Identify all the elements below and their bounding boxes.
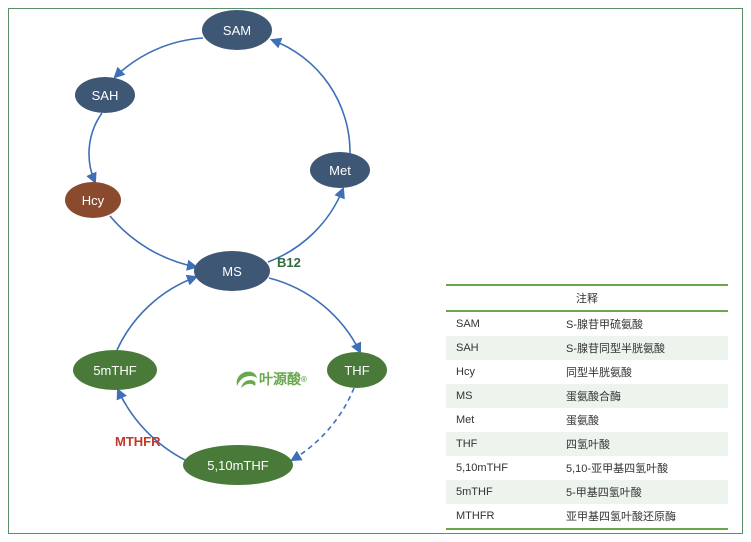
arrow-sah-hcy	[89, 113, 102, 182]
legend-key: 5mTHF	[446, 480, 556, 504]
legend-key: Met	[446, 408, 556, 432]
legend-key: Hcy	[446, 360, 556, 384]
node-510mthf: 5,10mTHF	[183, 445, 293, 485]
legend-value: S-腺苷同型半胱氨酸	[556, 336, 728, 360]
arrow-met-sam	[272, 40, 350, 153]
legend-row: Hcy同型半胱氨酸	[446, 360, 728, 384]
legend-title: 注释	[446, 285, 728, 311]
brand-logo: 叶源酸®	[233, 368, 307, 390]
arrow-hcy-ms	[110, 216, 196, 267]
legend-value: 蛋氨酸	[556, 408, 728, 432]
node-met-label: Met	[329, 163, 351, 178]
node-510mthf-label: 5,10mTHF	[207, 458, 268, 473]
node-sam-label: SAM	[223, 23, 251, 38]
legend-row: 5,10mTHF5,10-亚甲基四氢叶酸	[446, 456, 728, 480]
legend-row: MS蛋氨酸合酶	[446, 384, 728, 408]
legend-value: 亚甲基四氢叶酸还原酶	[556, 504, 728, 529]
node-sah: SAH	[75, 77, 135, 113]
node-sah-label: SAH	[92, 88, 119, 103]
legend-value: 5-甲基四氢叶酸	[556, 480, 728, 504]
legend-row: SAMS-腺苷甲硫氨酸	[446, 311, 728, 336]
legend-key: SAH	[446, 336, 556, 360]
legend-row: THF四氢叶酸	[446, 432, 728, 456]
legend-table: 注释 SAMS-腺苷甲硫氨酸SAHS-腺苷同型半胱氨酸Hcy同型半胱氨酸MS蛋氨…	[446, 284, 728, 530]
label-b12: B12	[277, 255, 301, 270]
arrow-510-5	[118, 390, 185, 460]
legend-key: MTHFR	[446, 504, 556, 529]
arrow-thf-510	[292, 388, 354, 460]
node-5mthf: 5mTHF	[73, 350, 157, 390]
legend-value: 同型半胱氨酸	[556, 360, 728, 384]
label-mthfr: MTHFR	[115, 434, 161, 449]
legend-key: 5,10mTHF	[446, 456, 556, 480]
arrow-5-ms	[117, 277, 196, 350]
leaf-icon	[233, 368, 259, 390]
node-thf: THF	[327, 352, 387, 388]
legend-value: S-腺苷甲硫氨酸	[556, 311, 728, 336]
node-hcy: Hcy	[65, 182, 121, 218]
legend-row: SAHS-腺苷同型半胱氨酸	[446, 336, 728, 360]
node-met: Met	[310, 152, 370, 188]
legend-key: MS	[446, 384, 556, 408]
brand-logo-text: 叶源酸	[259, 369, 301, 389]
node-ms-label: MS	[222, 264, 242, 279]
node-5mthf-label: 5mTHF	[93, 363, 136, 378]
arrow-sam-sah	[115, 38, 203, 77]
legend-value: 蛋氨酸合酶	[556, 384, 728, 408]
node-thf-label: THF	[344, 363, 369, 378]
legend-header-row: 注释	[446, 285, 728, 311]
legend-row: MTHFR亚甲基四氢叶酸还原酶	[446, 504, 728, 529]
node-hcy-label: Hcy	[82, 193, 104, 208]
node-ms: MS	[194, 251, 270, 291]
legend-key: THF	[446, 432, 556, 456]
legend-row: Met蛋氨酸	[446, 408, 728, 432]
legend-value: 四氢叶酸	[556, 432, 728, 456]
legend-value: 5,10-亚甲基四氢叶酸	[556, 456, 728, 480]
node-sam: SAM	[202, 10, 272, 50]
legend-row: 5mTHF5-甲基四氢叶酸	[446, 480, 728, 504]
arrow-ms-thf	[269, 278, 360, 352]
arrow-ms-met	[268, 189, 343, 262]
legend-key: SAM	[446, 311, 556, 336]
